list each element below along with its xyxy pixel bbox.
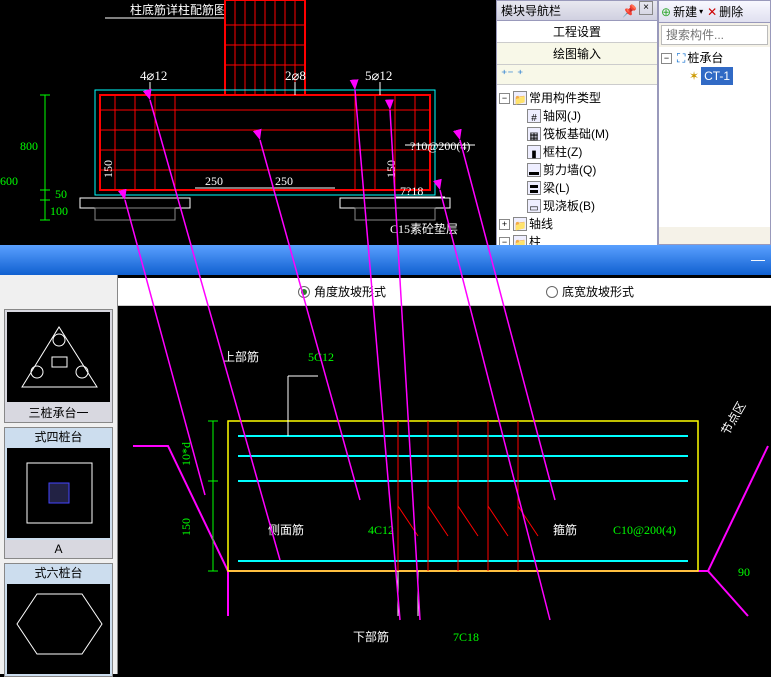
grid-icon: # — [527, 109, 541, 123]
folder-icon: 📁 — [513, 91, 527, 105]
svg-text:C15素砼垫层: C15素砼垫层 — [390, 221, 458, 236]
new-button[interactable]: ⊕新建▾ — [661, 3, 703, 20]
dim-90: 90 — [738, 565, 750, 579]
tree-collapse-icon[interactable]: − — [499, 93, 510, 104]
tab-draw-input[interactable]: 绘图输入 — [497, 43, 657, 65]
radio-label: 底宽放坡形式 — [562, 283, 634, 300]
tree-item-beam[interactable]: 梁(L) — [543, 179, 570, 197]
close-icon[interactable]: × — [639, 1, 653, 15]
svg-text:250: 250 — [275, 174, 293, 188]
slab-icon: ▭ — [527, 199, 541, 213]
thumbnail-label: 式六桩台 — [5, 564, 112, 582]
thumbnail-6pile[interactable]: 式六桩台 — [4, 563, 113, 677]
top-cad-svg: 柱底筋详柱配筋图 4⌀12 2⌀8 5⌀12 800 600 50 100 15… — [0, 0, 496, 245]
beam-icon: 〓 — [527, 181, 541, 195]
nav-panel-titlebar: 模块导航栏 📌 × — [497, 1, 657, 21]
tree-node-axis[interactable]: 轴线 — [529, 215, 553, 233]
svg-text:800: 800 — [20, 139, 38, 153]
svg-text:250: 250 — [205, 174, 223, 188]
label-stirrup: 箍筋 — [553, 522, 577, 537]
radio-dot-icon — [298, 286, 310, 298]
svg-text:4⌀12: 4⌀12 — [140, 68, 167, 83]
top-cad-viewport[interactable]: 柱底筋详柱配筋图 4⌀12 2⌀8 5⌀12 800 600 50 100 15… — [0, 0, 496, 245]
top-cad-title: 柱底筋详柱配筋图 — [130, 2, 226, 17]
thumbnail-label: 三桩承台一 — [5, 404, 112, 422]
tree-node-common[interactable]: 常用构件类型 — [529, 89, 601, 107]
value-top-rebar: 5C12 — [308, 350, 334, 364]
radio-width-slope[interactable]: 底宽放坡形式 — [546, 283, 634, 300]
dim-150: 150 — [179, 518, 193, 536]
joint-zone-label: 节点区 — [718, 399, 748, 437]
tree-collapse-icon[interactable]: − — [499, 237, 510, 246]
tree-item-ct1[interactable]: CT-1 — [701, 67, 733, 85]
wall-icon: ▬ — [527, 163, 541, 177]
svg-text:7?18: 7?18 — [400, 184, 423, 198]
tree-expand-icon[interactable]: + — [499, 219, 510, 230]
label-side-rebar: 侧面筋 — [268, 522, 304, 537]
folder-icon: 📁 — [513, 217, 527, 231]
label-top-rebar: 上部筋 — [223, 349, 259, 364]
thumbnail-3pile[interactable]: 三桩承台一 — [4, 309, 113, 423]
tree-node-column[interactable]: 柱 — [529, 233, 541, 245]
raft-icon: ▦ — [527, 127, 541, 141]
tree-node-pilecap[interactable]: 桩承台 — [687, 49, 723, 67]
nav-panel-title: 模块导航栏 — [501, 1, 561, 20]
column-icon: ▮ — [527, 145, 541, 159]
slope-mode-radiogroup: 角度放坡形式 底宽放坡形式 — [118, 278, 771, 306]
radio-label: 角度放坡形式 — [314, 283, 386, 300]
value-side-rebar: 4C12 — [368, 523, 394, 537]
thumbnail-4pile[interactable]: 式四桩台 A — [4, 427, 113, 559]
value-stirrup: C10@200(4) — [613, 523, 676, 537]
svg-text:100: 100 — [50, 204, 68, 218]
component-list-tree[interactable]: −⛶桩承台 ✶CT-1 — [659, 47, 770, 227]
component-icon: ✶ — [689, 67, 699, 85]
svg-text:150: 150 — [101, 160, 115, 178]
tree-item-axis-grid[interactable]: 轴网(J) — [543, 107, 581, 125]
delete-button[interactable]: ✕删除 — [707, 3, 743, 20]
pilecap-icon: ⛶ — [677, 49, 685, 67]
template-thumbnails: 三桩承台一 式四桩台 A 式六桩台 — [0, 275, 118, 674]
nav-toolbar: ⁺⁻ ⁺ — [497, 65, 657, 85]
svg-text:600: 600 — [0, 174, 18, 188]
tree-collapse-icon[interactable]: − — [661, 53, 672, 64]
pin-icon[interactable]: 📌 — [622, 1, 637, 20]
thumbnail-label: 式四桩台 — [5, 428, 112, 446]
window-titlebar: — — [0, 245, 771, 275]
minimize-icon[interactable]: — — [751, 251, 765, 267]
component-list-panel: ⊕新建▾ ✕删除 −⛶桩承台 ✶CT-1 — [658, 0, 771, 245]
tree-item-raft[interactable]: 筏板基础(M) — [543, 125, 609, 143]
component-tree[interactable]: −📁常用构件类型 #轴网(J) ▦筏板基础(M) ▮框柱(Z) ▬剪力墙(Q) … — [497, 85, 657, 245]
bottom-cad-viewport[interactable]: 上部筋 5C12 侧面筋 4C12 箍筋 C10@200(4) 下部筋 7C18… — [118, 306, 771, 674]
svg-text:?10@200(4): ?10@200(4) — [410, 139, 470, 153]
svg-text:150: 150 — [384, 160, 398, 178]
radio-angle-slope[interactable]: 角度放坡形式 — [298, 283, 386, 300]
tree-item-column[interactable]: 框柱(Z) — [543, 143, 582, 161]
svg-text:50: 50 — [55, 187, 67, 201]
search-input[interactable] — [661, 25, 768, 45]
tree-item-slab[interactable]: 现浇板(B) — [543, 197, 595, 215]
bottom-cad-svg: 上部筋 5C12 侧面筋 4C12 箍筋 C10@200(4) 下部筋 7C18… — [118, 306, 771, 674]
value-bottom-rebar: 7C18 — [453, 630, 479, 644]
component-toolbar: ⊕新建▾ ✕删除 — [659, 1, 770, 23]
module-nav-panel: 模块导航栏 📌 × 工程设置 绘图输入 ⁺⁻ ⁺ −📁常用构件类型 #轴网(J)… — [496, 0, 658, 245]
folder-icon: 📁 — [513, 235, 527, 245]
svg-text:2⌀8: 2⌀8 — [285, 68, 306, 83]
tab-project-settings[interactable]: 工程设置 — [497, 21, 657, 43]
radio-dot-icon — [546, 286, 558, 298]
tree-item-shearwall[interactable]: 剪力墙(Q) — [543, 161, 596, 179]
svg-text:5⌀12: 5⌀12 — [365, 68, 392, 83]
thumbnail-label-a: A — [5, 540, 112, 558]
dim-10d: 10*d — [179, 442, 193, 466]
label-bottom-rebar: 下部筋 — [353, 629, 389, 644]
